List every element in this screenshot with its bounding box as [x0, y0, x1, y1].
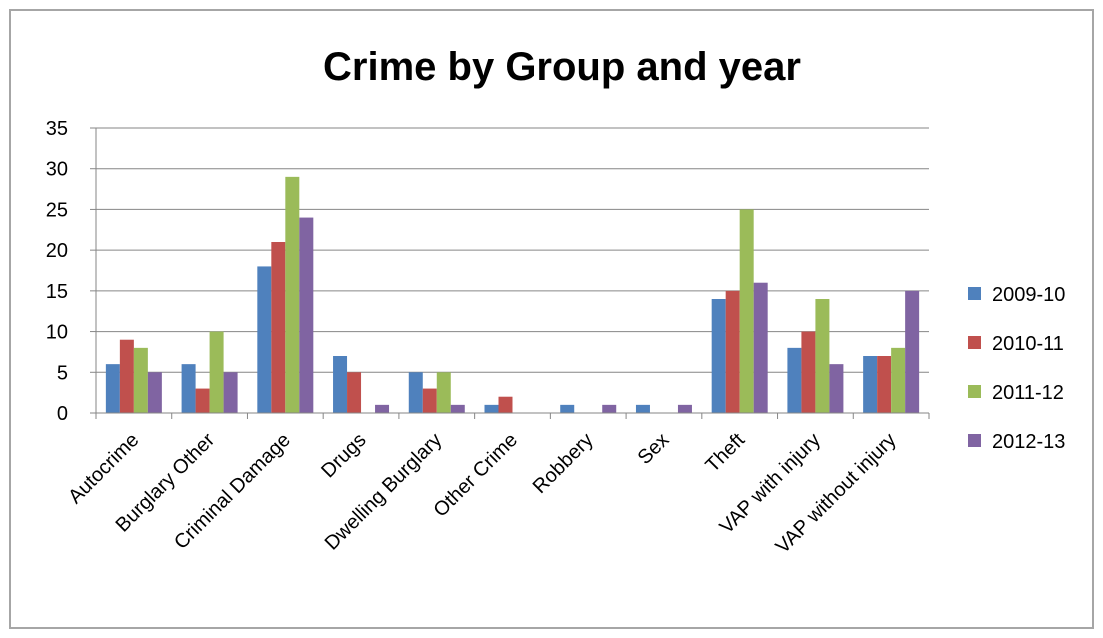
- legend-swatch: [968, 385, 981, 398]
- bar: [815, 299, 830, 413]
- bar: [602, 404, 617, 413]
- y-tick-label: 5: [57, 362, 68, 384]
- bar: [905, 290, 920, 413]
- bar: [408, 372, 423, 413]
- bar: [787, 347, 802, 413]
- legend-swatch: [968, 336, 981, 349]
- x-tick-label: Autocrime: [64, 429, 143, 508]
- bars: [105, 176, 920, 413]
- bar: [484, 404, 499, 413]
- legend-label: 2010-11: [992, 333, 1064, 355]
- x-tick-label: Theft: [701, 429, 749, 477]
- bar: [725, 290, 740, 413]
- bar: [436, 372, 451, 413]
- bar: [498, 396, 513, 413]
- bar: [257, 266, 272, 413]
- bar: [285, 176, 300, 413]
- bar: [347, 372, 362, 413]
- y-tick-label: 15: [46, 281, 68, 303]
- legend-label: 2011-12: [992, 382, 1064, 404]
- y-tick-label: 0: [57, 403, 68, 425]
- bar: [105, 364, 120, 413]
- x-tick-label: Drugs: [317, 429, 370, 482]
- bar: [195, 388, 210, 413]
- bar: [450, 404, 465, 413]
- x-tick-label: Robbery: [529, 429, 598, 498]
- y-tick-label: 30: [46, 159, 68, 181]
- y-tick-label: 25: [46, 199, 68, 221]
- bar: [739, 209, 754, 413]
- legend: 2009-10 2010-11 2011-12 2012-13: [968, 284, 1065, 453]
- y-tick-label: 35: [46, 118, 68, 140]
- bar: [753, 282, 768, 413]
- bar: [877, 356, 892, 413]
- bar: [635, 404, 650, 413]
- y-tick-label: 10: [46, 322, 68, 344]
- legend-label: 2012-13: [992, 431, 1065, 453]
- bar: [333, 356, 348, 413]
- legend-label: 2009-10: [992, 284, 1065, 306]
- bar: [560, 404, 575, 413]
- legend-swatch: [968, 434, 981, 447]
- bar: [801, 331, 816, 413]
- bar: [829, 364, 844, 413]
- bar: [711, 299, 726, 413]
- chart-title: Crime by Group and year: [323, 45, 801, 89]
- bar: [181, 364, 196, 413]
- y-tick-label: 20: [46, 240, 68, 262]
- legend-swatch: [968, 287, 981, 300]
- bar: [209, 331, 224, 413]
- bar: [119, 339, 134, 413]
- bar: [271, 242, 286, 413]
- bar: [891, 347, 906, 413]
- bar: [677, 404, 692, 413]
- bar: [147, 372, 162, 413]
- bar: [133, 347, 148, 413]
- bar: [299, 217, 314, 413]
- x-tick-label: Sex: [634, 429, 674, 469]
- bar: [863, 356, 878, 413]
- bar: [422, 388, 437, 413]
- bar: [375, 404, 390, 413]
- bar: [223, 372, 238, 413]
